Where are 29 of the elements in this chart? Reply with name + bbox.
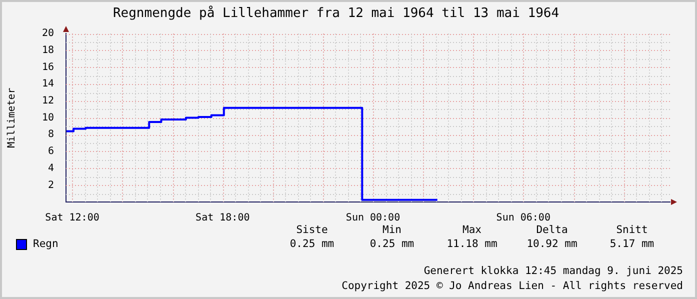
text: 0.25 mm bbox=[288, 238, 336, 250]
text: 11.18 mm bbox=[446, 238, 498, 250]
text: Max bbox=[462, 224, 482, 236]
legend-label: Regn bbox=[33, 238, 58, 250]
y-axis-title: Millimeter bbox=[6, 88, 18, 148]
text: 5.17 mm bbox=[608, 238, 656, 250]
y-tick-label: 18 bbox=[42, 45, 54, 56]
text: Snitt bbox=[615, 224, 649, 236]
text: Generert klokka 12:45 mandag 9. juni 2025 bbox=[424, 265, 683, 277]
text: Copyright 2025 © Jo Andreas Lien - All rights reserved bbox=[342, 280, 683, 292]
y-tick-label: 4 bbox=[48, 162, 54, 174]
x-tick-label: Sun 00:00 bbox=[346, 212, 400, 224]
y-tick-label: 14 bbox=[42, 78, 54, 90]
x-tick-label: Sat 18:00 bbox=[196, 212, 250, 224]
y-tick-label: 2 bbox=[48, 180, 54, 191]
text: Min bbox=[382, 224, 402, 236]
x-tick-label: Sun 06:00 bbox=[496, 212, 550, 224]
x-tick-label: Sat 12:00 bbox=[45, 212, 100, 224]
y-tick-label: 6 bbox=[48, 146, 54, 158]
text: 10.92 mm bbox=[526, 238, 578, 250]
chart-title: Regnmengde på Lillehammer fra 12 mai 1964 til 13 mai 1964 bbox=[112, 5, 560, 22]
y-tick-label: 8 bbox=[48, 129, 54, 140]
y-tick-label: 20 bbox=[42, 28, 54, 40]
text: 0.25 mm bbox=[368, 238, 416, 250]
y-tick-label: 12 bbox=[42, 96, 54, 107]
text: Delta bbox=[535, 224, 569, 236]
y-tick-label: 10 bbox=[42, 112, 54, 124]
y-tick-label: 16 bbox=[42, 62, 54, 73]
text: Siste bbox=[295, 224, 329, 236]
